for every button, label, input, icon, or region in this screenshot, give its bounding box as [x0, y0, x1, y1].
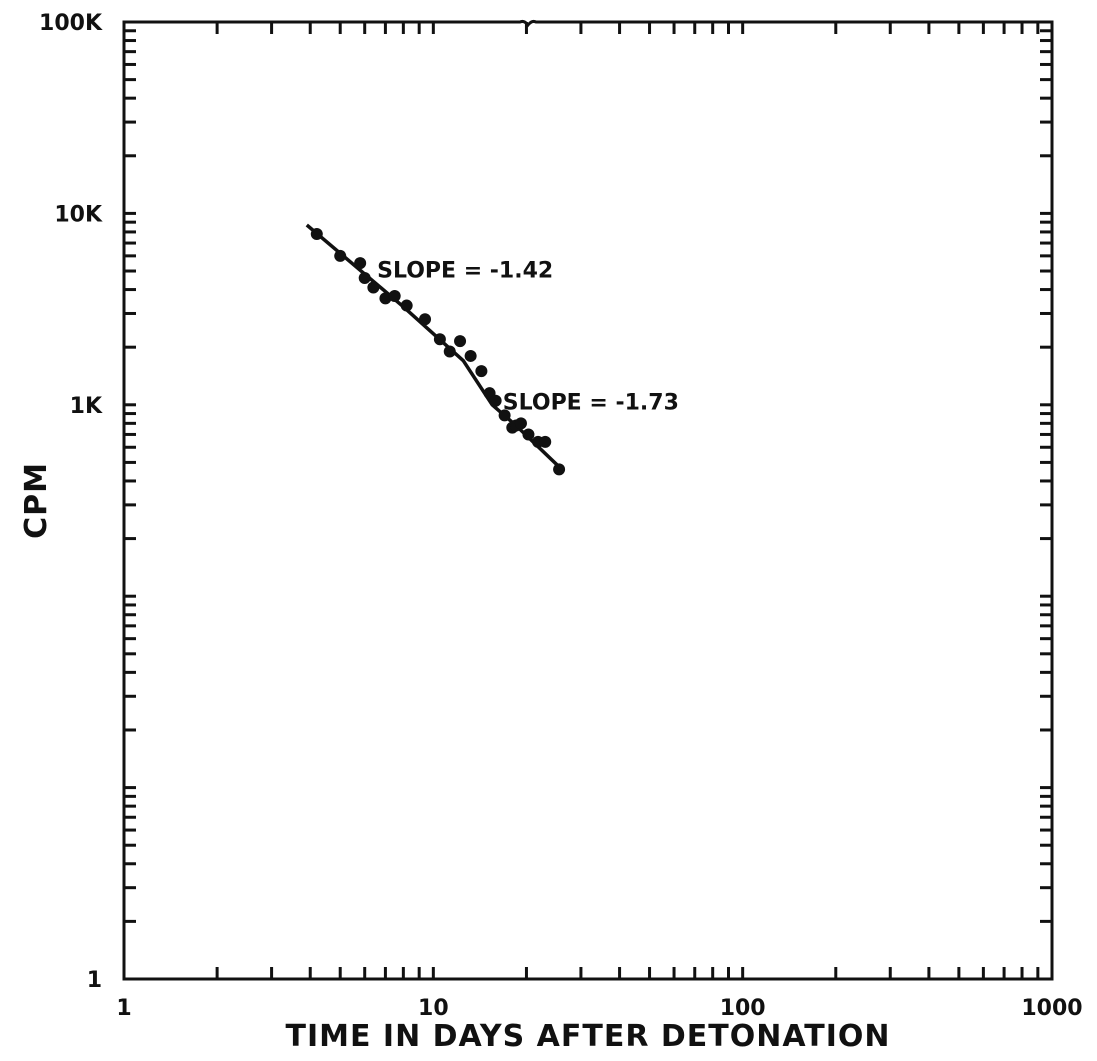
y-tick-label: 10K	[54, 202, 103, 227]
plot-border	[122, 19, 1054, 981]
slope-annotation: SLOPE = -1.42	[377, 258, 553, 283]
annotations: SLOPE = -1.42 SLOPE = -1.73	[377, 258, 679, 415]
slope-annotation: SLOPE = -1.73	[503, 391, 679, 416]
data-point	[433, 333, 446, 346]
data-point	[475, 365, 488, 378]
data-point	[553, 463, 566, 476]
data-point	[354, 257, 367, 270]
data-point	[334, 249, 347, 262]
data-point	[464, 349, 477, 362]
data-point	[539, 435, 552, 448]
data-point	[388, 290, 401, 303]
x-tick-label: 1000	[1021, 996, 1082, 1021]
axis-tick-labels: 1 10 100 1000 1 1K 10K 100K	[39, 11, 1083, 1021]
y-tick-label: 100K	[39, 11, 103, 36]
data-point	[443, 345, 456, 358]
data-point	[498, 409, 511, 422]
y-axis-title: CPM	[19, 462, 54, 539]
data-point	[522, 428, 535, 441]
y-tick-label: 1	[87, 968, 102, 993]
data-point	[489, 394, 502, 407]
plot-frame	[122, 19, 1054, 981]
data-point	[454, 335, 467, 348]
x-tick-label: 100	[720, 996, 766, 1021]
data-point	[379, 292, 392, 305]
y-tick-label: 1K	[70, 394, 103, 419]
x-tick-label: 10	[418, 996, 449, 1021]
data-point	[514, 417, 527, 430]
data-points	[310, 228, 566, 476]
data-point	[400, 299, 413, 312]
data-point	[310, 228, 323, 241]
x-axis-title: TIME IN DAYS AFTER DETONATION	[286, 1019, 891, 1054]
axis-ticks	[124, 22, 1052, 979]
data-point	[419, 313, 432, 326]
data-point	[358, 271, 371, 284]
x-tick-label: 1	[116, 996, 131, 1021]
data-point	[367, 281, 380, 294]
